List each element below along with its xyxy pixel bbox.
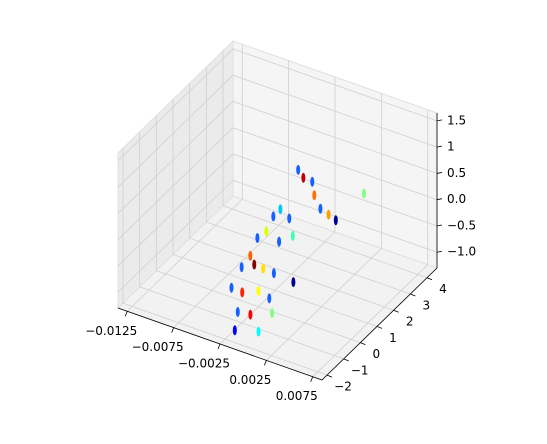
point	[256, 326, 261, 337]
tick-mark	[436, 224, 443, 227]
tick-mark	[360, 342, 366, 346]
grid-line	[266, 248, 382, 361]
point	[271, 268, 276, 279]
grid-line	[173, 215, 289, 328]
tick-mark	[436, 145, 443, 148]
tick-mark	[124, 311, 128, 317]
grid-line	[232, 101, 438, 174]
point	[240, 287, 245, 298]
point	[310, 176, 315, 187]
point	[235, 306, 240, 317]
y-tick-label: 2	[406, 315, 414, 329]
grid-line	[172, 254, 378, 327]
z-tick-label: 1.5	[447, 113, 466, 127]
grid-line	[117, 74, 234, 188]
tick-mark	[171, 327, 175, 333]
point	[326, 209, 331, 220]
y-axis-line	[321, 267, 438, 381]
tick-mark	[393, 309, 399, 313]
point	[361, 188, 366, 199]
grid-line	[232, 74, 438, 148]
tick-mark	[410, 293, 416, 297]
point	[277, 236, 282, 247]
point	[255, 233, 260, 244]
y-tick-label: 4	[439, 282, 447, 296]
tick-mark	[263, 360, 267, 366]
point	[333, 215, 338, 226]
point	[271, 211, 276, 222]
grid-line	[219, 231, 336, 345]
tick-mark	[436, 119, 443, 122]
point	[287, 213, 292, 224]
x-tick-label: −0.0125	[85, 324, 137, 338]
x-axis-line	[117, 307, 323, 381]
grid-line	[126, 198, 243, 312]
grid-line	[117, 101, 234, 214]
tick-mark	[310, 376, 314, 382]
z-tick-label: 1	[447, 140, 455, 154]
point	[256, 286, 261, 297]
grid-line	[139, 286, 344, 360]
grid-line	[117, 179, 234, 293]
tick-mark	[436, 172, 443, 174]
z-tick-label: 0.5	[447, 166, 466, 180]
point	[239, 262, 244, 273]
grid-line	[232, 153, 438, 227]
point	[290, 230, 295, 241]
point	[270, 308, 275, 319]
x-tick-label: 0.0025	[229, 373, 271, 387]
point	[267, 293, 272, 304]
grid-line	[222, 205, 428, 279]
tick-mark	[217, 343, 221, 350]
tick-mark	[436, 250, 443, 253]
point	[261, 263, 266, 274]
y-tick-label: −2	[334, 380, 352, 394]
grid-line	[117, 48, 234, 162]
x-tick-label: −0.0025	[178, 357, 230, 371]
point	[291, 277, 296, 288]
tick-mark	[343, 358, 349, 362]
grid-line	[156, 270, 361, 344]
grid-line	[232, 48, 438, 122]
y-tick-label: 0	[373, 347, 381, 361]
point	[264, 226, 269, 237]
grid-line	[206, 221, 411, 295]
grid-line	[189, 237, 394, 311]
point	[229, 282, 234, 293]
point	[252, 259, 257, 270]
grid-line	[117, 127, 234, 240]
z-tick-label: −0.5	[447, 218, 476, 232]
point	[312, 190, 317, 201]
point	[248, 250, 253, 261]
point	[278, 204, 283, 215]
z-tick-label: −1.0	[447, 245, 476, 259]
y-tick-label: 1	[389, 331, 397, 345]
z-tick-label: 0.0	[447, 192, 466, 206]
tick-mark	[436, 198, 443, 201]
point	[248, 309, 253, 320]
point	[232, 325, 237, 336]
x-tick-label: 0.0075	[276, 389, 318, 403]
grid-line	[117, 153, 234, 267]
grid-line	[232, 127, 438, 201]
point	[318, 203, 323, 214]
y-tick-label: −1	[351, 363, 369, 377]
tick-mark	[376, 326, 383, 329]
x-tick-label: −0.0075	[132, 340, 184, 354]
point	[301, 172, 306, 183]
tick-mark	[326, 374, 333, 378]
y-tick-label: 3	[423, 298, 431, 312]
grid-line	[122, 302, 328, 376]
tick-mark	[426, 277, 433, 281]
point	[296, 164, 301, 175]
grid-line	[312, 264, 429, 378]
